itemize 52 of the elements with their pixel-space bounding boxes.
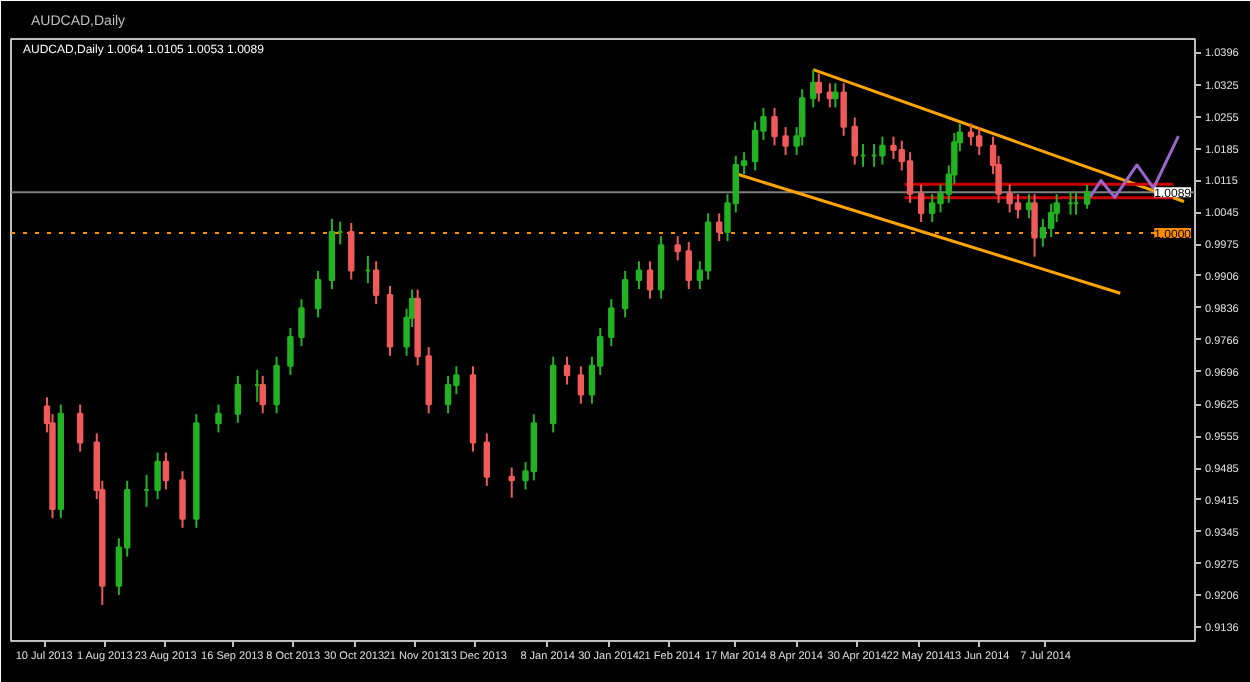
candlestick: [563, 355, 571, 386]
candlestick: [483, 432, 491, 487]
candlestick: [635, 260, 643, 291]
candlestick: [976, 126, 983, 156]
candlestick: [425, 346, 432, 415]
candlestick: [646, 260, 654, 300]
candlestick: [162, 451, 170, 491]
candlestick: [782, 126, 789, 156]
candlestick: [657, 235, 665, 300]
candlestick: [715, 212, 723, 243]
candlestick: [674, 235, 681, 262]
candlestick: [832, 82, 839, 109]
candlestick: [840, 82, 847, 137]
candlestick: [967, 122, 975, 147]
candlestick: [259, 374, 266, 415]
candlestick: [154, 451, 161, 501]
candlestick: [1014, 193, 1022, 220]
candlestick: [815, 72, 822, 103]
candlestick: [1031, 193, 1038, 258]
candlestick: [273, 355, 280, 415]
candlestick: [287, 326, 294, 376]
candlestick: [1039, 217, 1047, 248]
candlestick: [1047, 202, 1055, 239]
candlestick: [621, 269, 629, 319]
candlestick: [917, 183, 925, 224]
candlestick: [928, 193, 936, 224]
candlestick: [215, 403, 222, 434]
candlestick: [771, 106, 778, 147]
candlestick: [577, 365, 585, 405]
candlestick: [685, 241, 692, 291]
candlestick: [810, 68, 817, 109]
candlestick: [879, 135, 886, 166]
candlestick: [328, 217, 336, 291]
candlestick: [372, 260, 380, 306]
candlestick: [1006, 183, 1013, 214]
candlestick: [608, 298, 615, 348]
candlestick: [851, 116, 858, 166]
candlestick: [890, 135, 897, 161]
candlestick: [798, 88, 806, 147]
candlestick: [508, 466, 515, 499]
candlestick: [179, 470, 186, 529]
candlestick: [751, 120, 759, 172]
candlestick: [530, 413, 538, 482]
candlestick: [298, 298, 305, 348]
candlestick: [76, 403, 84, 453]
candlestick: [1083, 184, 1091, 210]
candlestick: [704, 212, 712, 281]
candlestick: [444, 374, 452, 415]
candlestick: [348, 221, 355, 281]
candlestick: [314, 269, 322, 319]
candlestick: [906, 151, 914, 204]
candlestick: [234, 374, 242, 424]
